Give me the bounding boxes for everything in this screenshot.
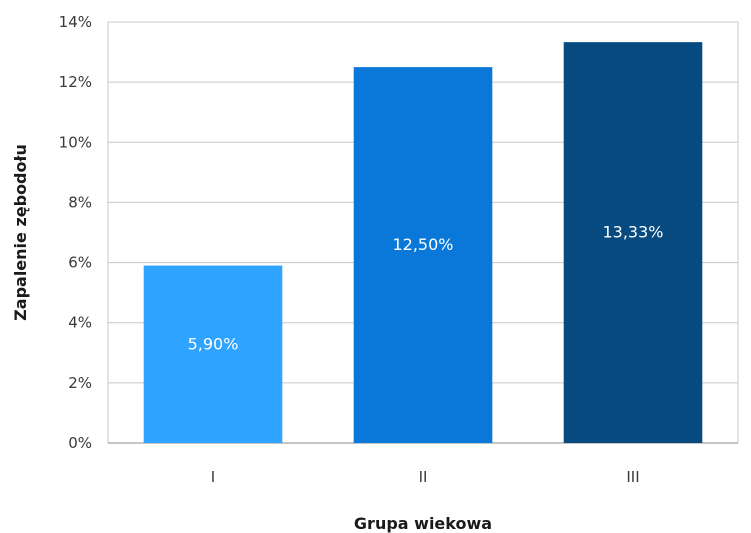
y-tick-label: 2% [68, 374, 92, 392]
bar-III [563, 42, 703, 443]
x-category-label: I [211, 468, 215, 486]
x-category-label: III [626, 468, 639, 486]
bars [143, 42, 703, 443]
y-axis-title: Zapalenie zębodołu [11, 144, 30, 321]
y-tick-label: 8% [68, 193, 92, 211]
y-axis-tick-labels: 0% 2% 4% 6% 8% 10% 12% 14% [59, 13, 92, 452]
data-label: 12,50% [392, 235, 453, 254]
y-tick-label: 6% [68, 254, 92, 272]
y-tick-label: 12% [59, 73, 92, 91]
y-tick-label: 4% [68, 314, 92, 332]
data-labels: 5,90% 12,50% 13,33% [188, 223, 664, 354]
x-category-label: II [419, 468, 428, 486]
y-tick-label: 10% [59, 133, 92, 151]
data-label: 5,90% [188, 334, 239, 353]
bar-I [143, 265, 283, 443]
bar-II [353, 67, 493, 443]
y-tick-label: 14% [59, 13, 92, 31]
x-axis-category-labels: I II III [211, 468, 640, 486]
data-label: 13,33% [602, 223, 663, 242]
x-axis-title: Grupa wiekowa [354, 514, 492, 533]
y-tick-label: 0% [68, 434, 92, 452]
